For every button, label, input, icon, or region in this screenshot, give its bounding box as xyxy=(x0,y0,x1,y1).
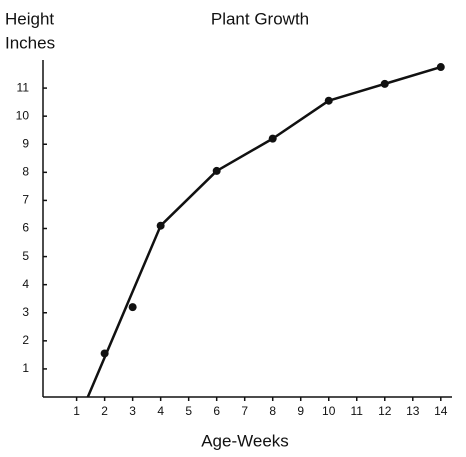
y-axis-label: Height xyxy=(5,9,54,28)
x-tick-label: 13 xyxy=(406,404,420,418)
x-axis-label: Age-Weeks xyxy=(201,431,289,450)
y-tick-label: 1 xyxy=(22,361,29,375)
x-tick-label: 10 xyxy=(322,404,336,418)
data-point xyxy=(436,63,445,72)
data-point xyxy=(100,349,109,358)
data-point xyxy=(128,303,137,312)
x-tick-label: 2 xyxy=(101,404,108,418)
data-point xyxy=(212,166,221,175)
x-tick-label: 14 xyxy=(434,404,448,418)
y-tick-label: 10 xyxy=(16,108,30,122)
x-tick-label: 1 xyxy=(73,404,80,418)
data-point xyxy=(156,221,165,230)
y-tick-label: 6 xyxy=(22,221,29,235)
y-tick-label: 2 xyxy=(22,333,29,347)
x-tick-label: 11 xyxy=(351,404,364,418)
y-tick-label: 8 xyxy=(22,165,29,179)
x-tick-label: 5 xyxy=(185,404,192,418)
y-tick-label: 4 xyxy=(22,277,29,291)
data-point xyxy=(380,79,389,88)
x-tick-label: 9 xyxy=(297,404,304,418)
x-tick-label: 7 xyxy=(241,404,248,418)
data-point xyxy=(324,96,333,105)
x-tick-label: 3 xyxy=(129,404,136,418)
x-tick-label: 12 xyxy=(378,404,392,418)
y-tick-label: 11 xyxy=(17,80,30,94)
y-tick-label: 3 xyxy=(22,305,29,319)
y-tick-label: 5 xyxy=(22,249,29,263)
y-tick-label: 9 xyxy=(22,136,29,150)
y-axis-label: Inches xyxy=(5,33,55,52)
chart-title: Plant Growth xyxy=(211,9,309,28)
y-tick-label: 7 xyxy=(22,193,29,207)
data-line xyxy=(86,65,442,398)
x-tick-label: 4 xyxy=(157,404,164,418)
x-tick-label: 6 xyxy=(213,404,220,418)
data-point xyxy=(268,134,277,143)
x-tick-label: 8 xyxy=(269,404,276,418)
